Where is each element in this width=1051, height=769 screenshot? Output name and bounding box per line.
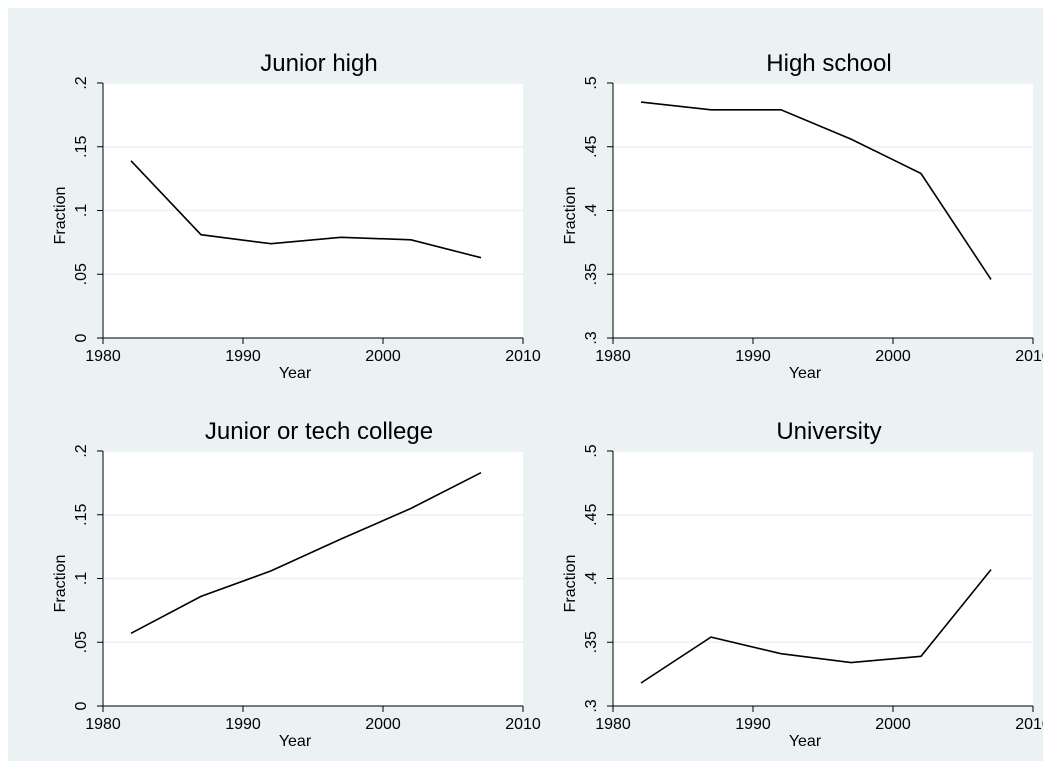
x-tick-label: 2000 — [875, 716, 911, 733]
y-tick-label: .05 — [73, 263, 90, 285]
panel-title: University — [776, 418, 881, 445]
y-tick-label: .5 — [583, 444, 600, 457]
x-tick-label: 2000 — [365, 348, 401, 365]
x-tick-label: 1980 — [595, 716, 631, 733]
x-axis-label: Year — [279, 733, 312, 750]
y-tick-label: .2 — [73, 444, 90, 457]
x-tick-label: 2010 — [505, 348, 541, 365]
y-tick-label: .45 — [583, 136, 600, 158]
series-line — [640, 569, 992, 684]
y-tick-label: .4 — [583, 572, 600, 585]
x-tick-label: 2010 — [1015, 716, 1043, 733]
panel-title: Junior high — [260, 50, 377, 77]
x-tick-label: 2000 — [365, 716, 401, 733]
y-tick-label: .3 — [583, 331, 600, 344]
y-axis-label: Fraction — [52, 187, 69, 245]
x-axis-label: Year — [789, 365, 822, 382]
x-tick-label: 1990 — [735, 716, 771, 733]
y-tick-label: .15 — [73, 504, 90, 526]
y-tick-label: 0 — [73, 333, 90, 342]
x-tick-label: 1990 — [735, 348, 771, 365]
x-tick-label: 2010 — [505, 716, 541, 733]
y-tick-label: .4 — [583, 204, 600, 217]
panel-0: Junior high 0 .05 .1 .15 .2 1980 1990 2000 2010 Ye… — [52, 50, 541, 382]
chart-grid: Junior high 0 .05 .1 .15 .2 1980 1990 2000 2010 Ye… — [52, 50, 1043, 750]
series-line — [130, 471, 482, 635]
x-tick-label: 1980 — [85, 716, 121, 733]
y-tick-label: .05 — [73, 631, 90, 653]
panel-title: High school — [766, 50, 891, 77]
y-axis-label: Fraction — [562, 187, 579, 245]
panel-3: University .3 .35 .4 .45 .5 1980 1990 2000 2010 Ye… — [562, 418, 1043, 750]
y-tick-label: .5 — [583, 76, 600, 89]
y-tick-label: .2 — [73, 76, 90, 89]
x-axis-label: Year — [789, 733, 822, 750]
y-tick-label: .15 — [73, 136, 90, 158]
y-tick-label: .35 — [583, 631, 600, 653]
y-tick-label: .1 — [73, 204, 90, 217]
series-line — [640, 101, 992, 280]
x-tick-label: 2000 — [875, 348, 911, 365]
x-axis-label: Year — [279, 365, 312, 382]
x-tick-label: 1980 — [85, 348, 121, 365]
y-tick-label: .1 — [73, 572, 90, 585]
figure: Junior high 0 .05 .1 .15 .2 1980 1990 2000 2010 Ye… — [8, 8, 1043, 761]
y-tick-label: .3 — [583, 699, 600, 712]
panel-title: Junior or tech college — [205, 418, 433, 445]
panel-1: High school .3 .35 .4 .45 .5 1980 1990 2000 2010 Y… — [562, 50, 1043, 382]
y-tick-label: .45 — [583, 504, 600, 526]
y-tick-label: 0 — [73, 701, 90, 710]
y-tick-label: .35 — [583, 263, 600, 285]
x-tick-label: 1990 — [225, 348, 261, 365]
series-line — [130, 160, 482, 259]
x-tick-label: 1990 — [225, 716, 261, 733]
panel-2: Junior or tech college 0 .05 .1 .15 .2 1980 199… — [52, 418, 541, 750]
y-axis-label: Fraction — [562, 555, 579, 613]
x-tick-label: 1980 — [595, 348, 631, 365]
y-axis-label: Fraction — [52, 555, 69, 613]
x-tick-label: 2010 — [1015, 348, 1043, 365]
